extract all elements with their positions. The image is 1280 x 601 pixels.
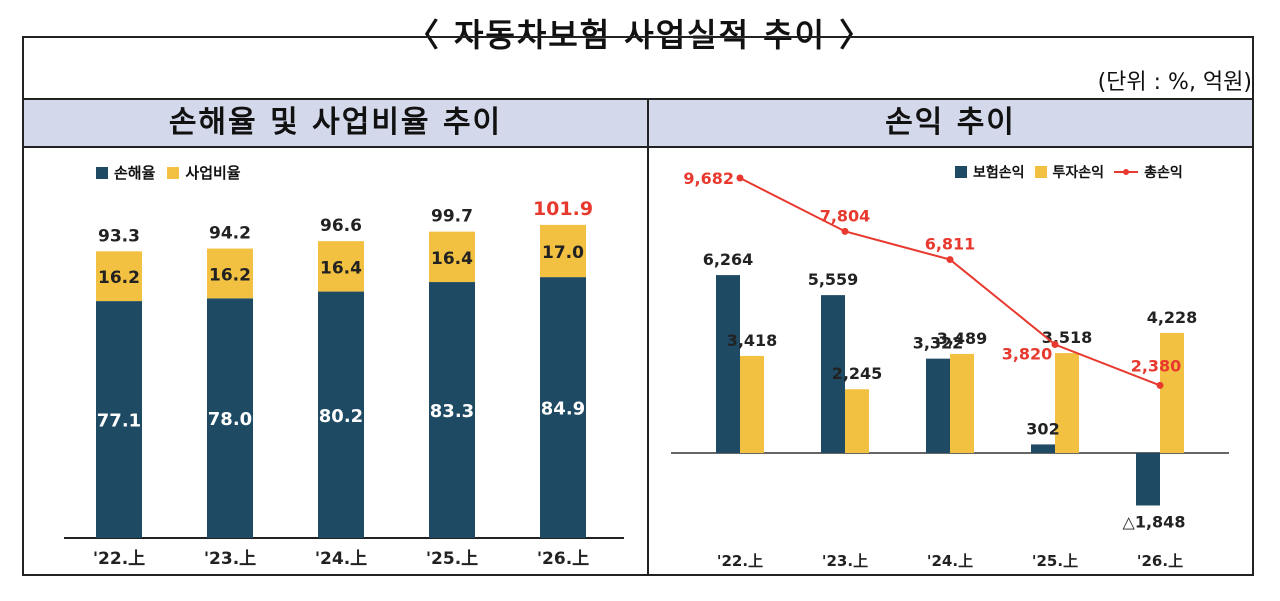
x-tick-label: '25.上 <box>1032 552 1078 570</box>
left-legend: 손해율 사업비율 <box>96 162 241 183</box>
data-label-total-pl: 6,811 <box>925 235 976 254</box>
legend-label-investment-pl: 투자손익 <box>1052 165 1105 181</box>
panel-divider <box>647 98 649 576</box>
right-legend: 보험손익 투자손익 총손익 <box>955 162 1183 182</box>
left-chart: 77.1 16.2 93.3 '22.上 78.0 16.2 94.2 '23.上 80.2 16… <box>64 198 624 569</box>
legend-swatch-insurance-pl <box>955 166 967 178</box>
legend-label-insurance-pl: 보험손익 <box>973 165 1025 181</box>
data-label-expense-ratio: 16.2 <box>209 265 251 285</box>
x-tick-label: '23.上 <box>822 552 868 570</box>
bar-loss-ratio <box>96 301 142 538</box>
legend-swatch-loss-ratio <box>96 166 108 179</box>
bar-investment-pl <box>950 353 974 453</box>
x-tick-label: '23.上 <box>204 549 256 569</box>
bar-insurance-pl <box>1136 453 1160 506</box>
x-tick-label: '22.上 <box>717 552 763 570</box>
left-panel-title: 손해율 및 사업비율 추이 <box>24 98 647 148</box>
bar-insurance-pl <box>716 275 740 453</box>
data-label-investment-pl: 2,245 <box>832 364 883 383</box>
data-label-expense-ratio: 16.4 <box>431 249 473 269</box>
bar-expense-ratio <box>207 248 253 299</box>
unit-label: (단위 : %, 억원) <box>1097 70 1252 95</box>
point-total-pl <box>946 256 954 264</box>
data-label-loss-ratio: 84.9 <box>541 399 585 420</box>
data-label-investment-pl: 3,489 <box>937 329 988 348</box>
title-area: 〈 자동차보험 사업실적 추이 〉 <box>0 0 1280 60</box>
x-tick-label: '24.上 <box>927 552 973 570</box>
bar-investment-pl <box>1160 332 1184 453</box>
data-label-loss-ratio: 83.3 <box>430 401 474 422</box>
right-panel-title: 손익 추이 <box>649 98 1252 148</box>
bar-loss-ratio <box>318 291 364 538</box>
bar-investment-pl <box>740 355 764 453</box>
legend-label-loss-ratio: 손해율 <box>114 164 156 182</box>
data-label-total-pl: 9,682 <box>683 169 734 188</box>
bar-loss-ratio <box>429 282 475 538</box>
data-label-expense-ratio: 16.4 <box>320 258 362 278</box>
bar-insurance-pl <box>1031 444 1055 453</box>
legend-swatch-total-pl <box>1114 169 1139 175</box>
data-label-insurance-pl: △1,848 <box>1123 512 1186 531</box>
bar-investment-pl <box>1055 353 1079 453</box>
data-label-insurance-pl: 3,322 <box>913 334 964 353</box>
legend-swatch-expense-ratio <box>167 166 180 179</box>
data-label-expense-ratio: 17.0 <box>542 243 584 263</box>
data-label-loss-ratio: 78.0 <box>208 409 252 430</box>
bar-expense-ratio <box>96 251 142 302</box>
data-label-total-pl: 3,820 <box>1002 345 1053 364</box>
data-label-loss-ratio: 80.2 <box>319 406 363 427</box>
legend-swatch-investment-pl <box>1034 166 1047 178</box>
legend-label-total-pl: 총손익 <box>1144 165 1183 181</box>
x-tick-label: '26.上 <box>1137 552 1183 570</box>
bar-expense-ratio <box>318 241 364 292</box>
content-frame <box>22 36 1254 576</box>
data-label-total-pl: 2,380 <box>1131 356 1182 375</box>
data-label-total: 99.7 <box>431 207 473 227</box>
data-label-total: 96.6 <box>320 216 362 236</box>
data-label-total: 94.2 <box>209 224 251 244</box>
bar-insurance-pl <box>926 358 950 453</box>
bar-loss-ratio <box>540 277 586 538</box>
point-total-pl <box>841 227 849 235</box>
data-label-insurance-pl: 302 <box>1026 419 1059 438</box>
bar-loss-ratio <box>207 298 253 538</box>
data-label-total: 93.3 <box>98 226 140 246</box>
page-title: 〈 자동차보험 사업실적 추이 〉 <box>370 10 910 56</box>
data-label-total: 101.9 <box>533 198 593 220</box>
x-tick-label: '24.上 <box>315 549 367 569</box>
point-total-pl <box>736 174 744 182</box>
legend-label-expense-ratio: 사업비율 <box>185 164 241 182</box>
data-label-investment-pl: 3,418 <box>727 331 778 350</box>
right-chart: 6,264 3,418 '22.上 5,559 2,245 '23.上 3,3223,489… <box>671 169 1229 570</box>
x-tick-label: '22.上 <box>93 549 145 569</box>
bar-insurance-pl <box>821 295 845 453</box>
data-label-expense-ratio: 16.2 <box>98 268 140 288</box>
point-total-pl <box>1051 341 1059 349</box>
data-label-loss-ratio: 77.1 <box>97 411 141 432</box>
data-label-total-pl: 7,804 <box>820 206 871 225</box>
bar-expense-ratio <box>429 231 475 283</box>
x-tick-label: '25.上 <box>426 549 478 569</box>
data-label-insurance-pl: 5,559 <box>808 270 859 289</box>
x-tick-label: '26.上 <box>537 549 589 569</box>
data-label-investment-pl: 4,228 <box>1147 308 1198 327</box>
point-total-pl <box>1156 381 1164 389</box>
bar-investment-pl <box>845 389 869 453</box>
bar-expense-ratio <box>540 224 586 278</box>
data-label-insurance-pl: 6,264 <box>703 250 754 269</box>
